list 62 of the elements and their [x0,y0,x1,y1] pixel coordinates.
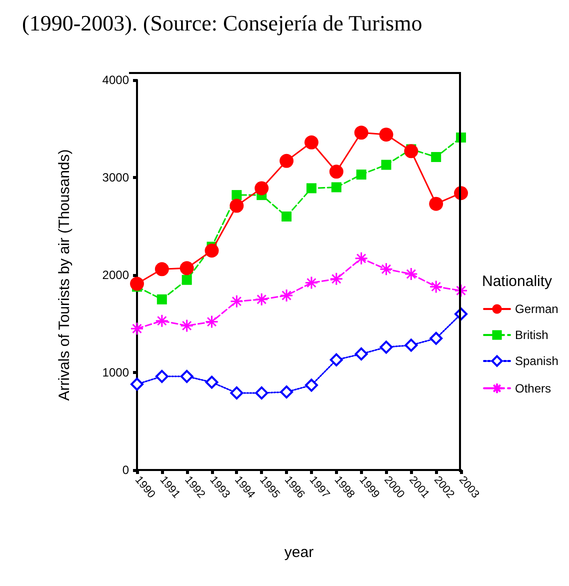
point [230,294,244,308]
point [282,212,292,222]
point [254,292,268,306]
point [404,338,418,352]
point [204,244,219,258]
point [280,386,294,398]
y-tick-label: 1000 [102,366,130,380]
point [156,294,167,304]
point [254,181,269,196]
point [205,315,219,329]
point [404,267,418,281]
point [379,128,394,142]
point [182,274,192,285]
point [354,252,368,266]
point [130,276,144,291]
point [130,378,144,391]
point [330,353,343,366]
point [280,288,294,302]
point [304,276,318,290]
point [380,340,393,354]
point [431,152,442,162]
point [304,135,318,150]
legend-label: Spanish [515,354,558,368]
point [379,262,393,276]
point [329,164,344,179]
x-axis-title: year [284,544,314,561]
point [429,196,444,211]
point [230,386,244,400]
point [280,154,294,168]
y-tick-label: 4000 [102,73,130,87]
point [155,314,169,328]
point [354,126,368,140]
y-tick-label: 2000 [102,268,130,282]
point [454,284,468,298]
point [356,170,366,180]
point [430,332,443,345]
point [354,347,368,360]
point [180,318,194,332]
point [255,386,268,400]
point [130,322,144,336]
point [205,376,218,389]
point [306,183,316,194]
point [404,144,418,158]
text: (1990-2003). (Source: Consejería de Turismo [22,10,422,36]
point [180,370,194,383]
legend-label: Others [515,381,552,396]
legend-title: Nationality [482,273,553,290]
y-axis-title: Arrivals of Tourists by air (Thousands) [56,149,73,401]
y-tick-label: 0 [122,463,130,477]
point [331,182,342,192]
point [304,378,318,392]
point [381,160,392,170]
point [429,280,443,294]
point [155,370,168,383]
point [154,262,169,276]
point [180,261,194,276]
y-tick-label: 3000 [102,170,130,184]
point [230,198,244,213]
point [232,190,242,200]
point [330,272,344,286]
legend-label: German [515,302,558,316]
legend-label: British [515,328,548,342]
